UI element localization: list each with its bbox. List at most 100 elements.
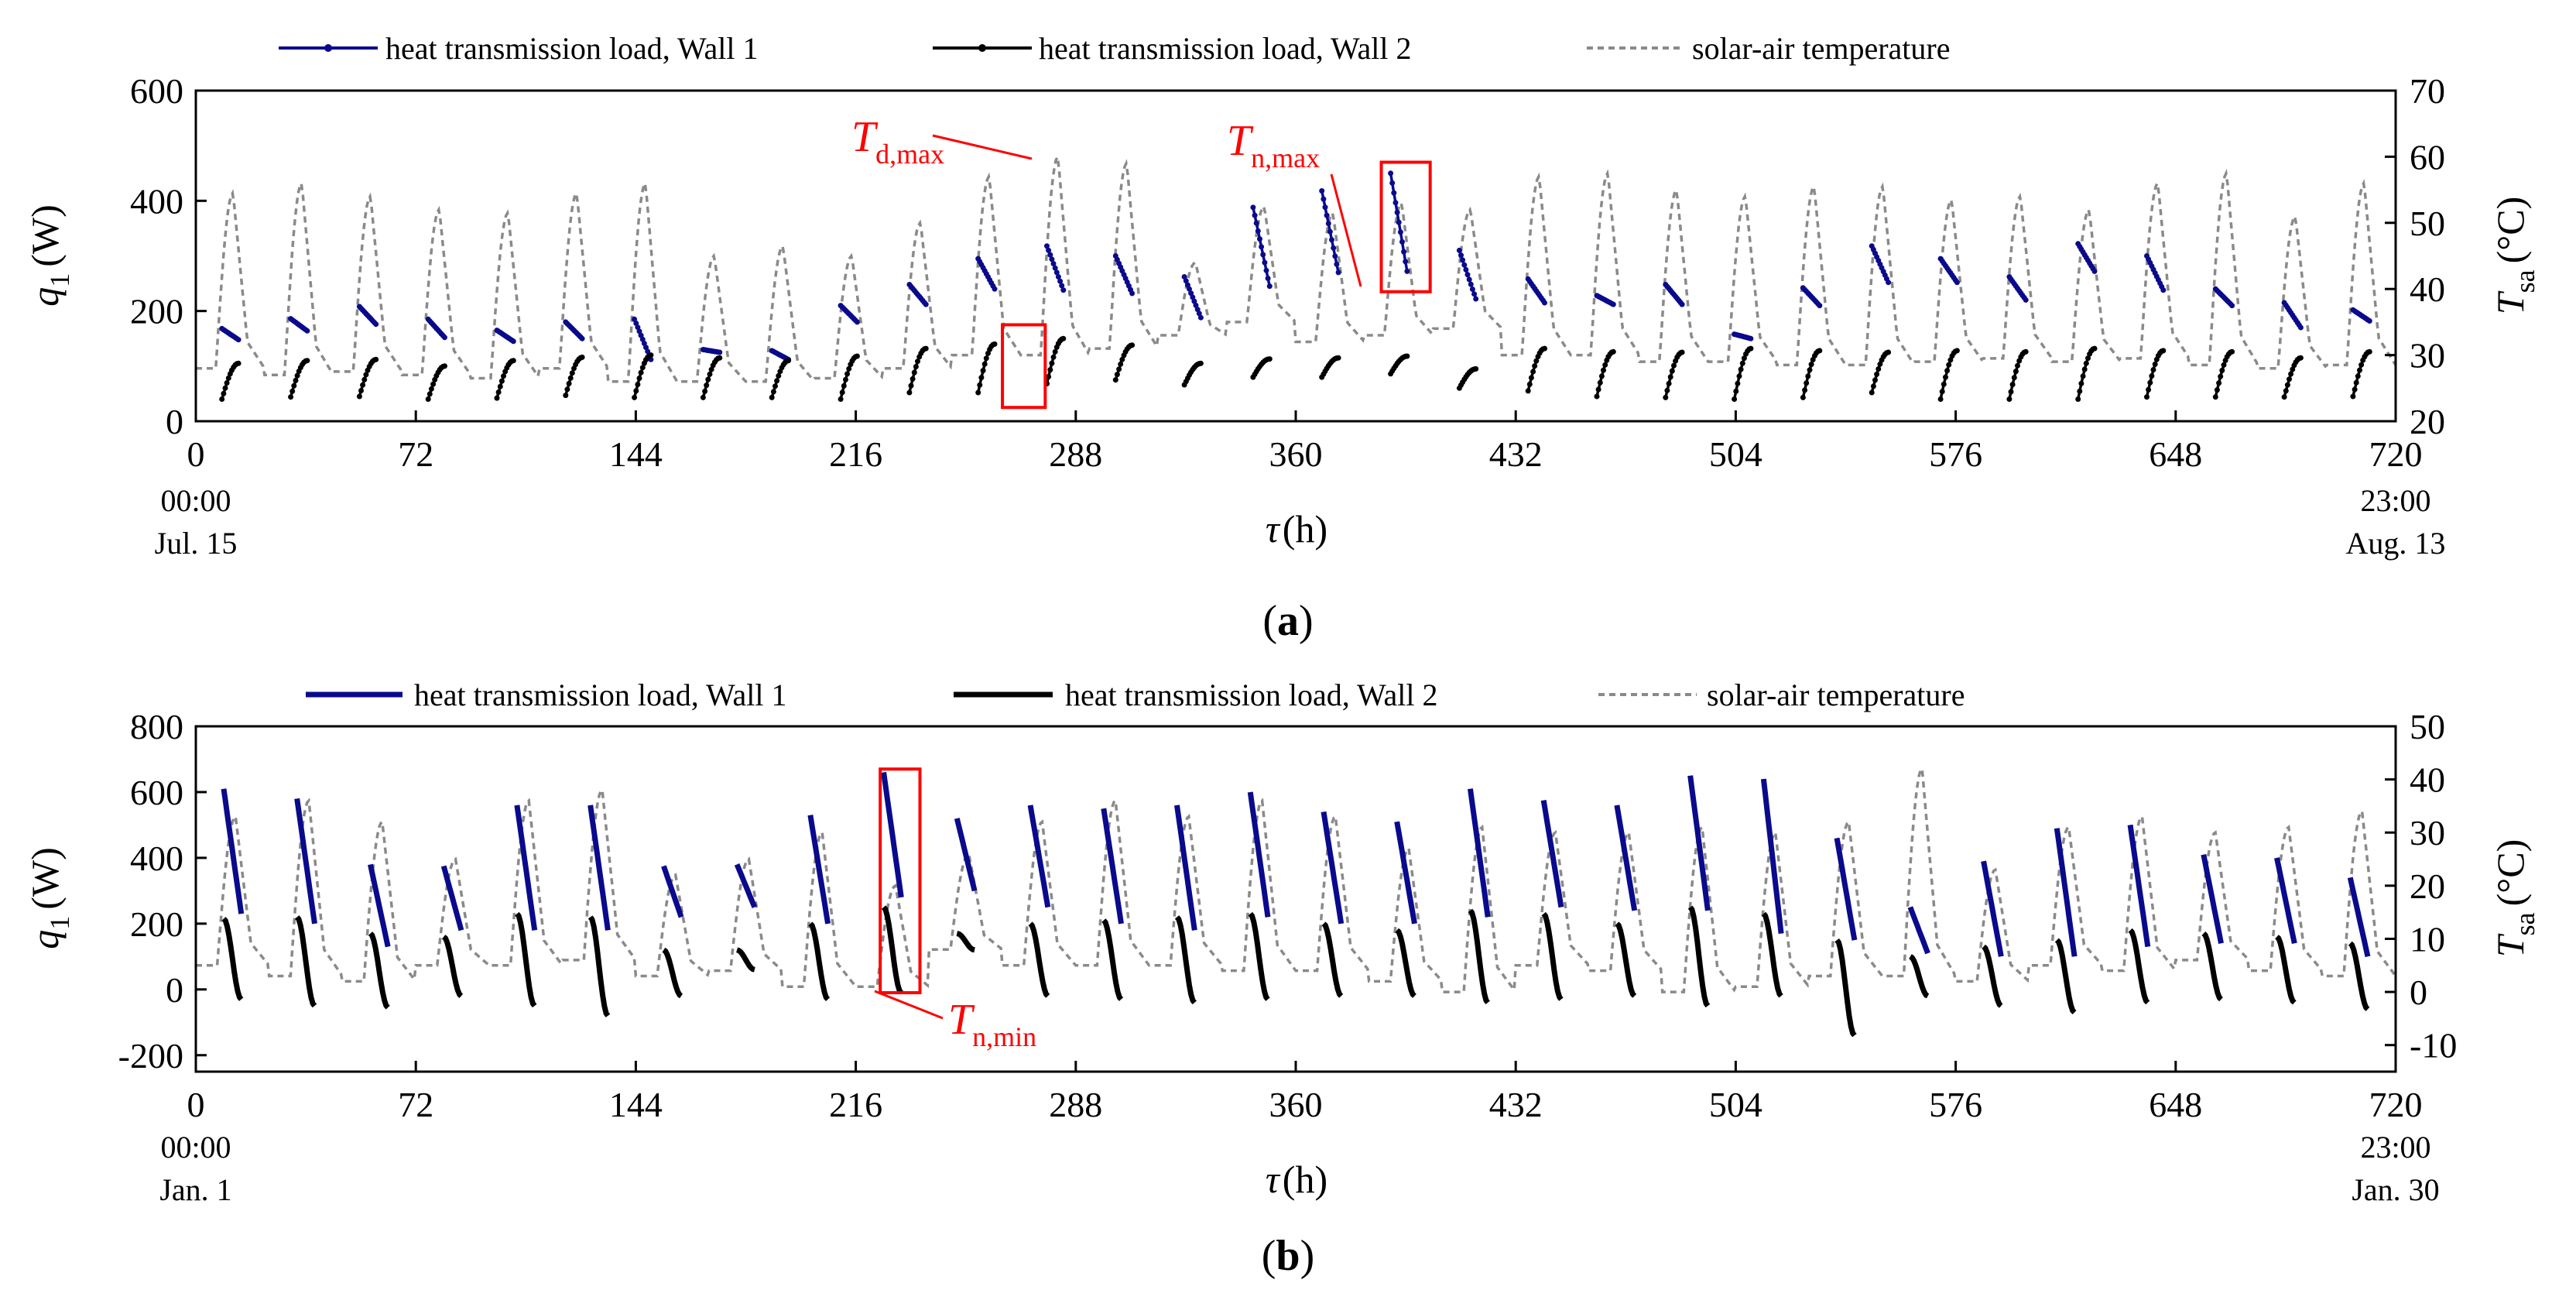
wall1-point-a-17-3	[1392, 200, 1399, 206]
wall2-point-a-20-10	[1610, 348, 1616, 355]
wall2-point-a-6-1	[633, 388, 639, 394]
wall2-segment-b-8	[808, 921, 831, 1002]
wall1-point-a-15-5	[1259, 244, 1265, 250]
wall2-point-a-30-0	[2281, 394, 2287, 400]
y-tick-label-b-4: 600	[130, 773, 183, 812]
wall2-point-a-2-3	[361, 376, 368, 383]
x-tick-label-a-3: 216	[829, 434, 882, 474]
x-tick-label-a-2: 144	[609, 434, 663, 474]
wall2-point-a-8-2	[772, 383, 778, 389]
y2-tick-label-b-2: 10	[2410, 919, 2445, 959]
highlight-boxes-b	[879, 767, 922, 995]
y-tick-label-b-2: 200	[130, 904, 183, 944]
wall2-point-a-31-0	[2350, 393, 2356, 400]
x-tick-label-b-10: 720	[2369, 1085, 2423, 1124]
wall1-segment-b-6	[661, 865, 684, 918]
wall1-point-a-14-0	[1181, 274, 1187, 280]
tsa-line-b	[196, 765, 2397, 994]
wall1-point-a-17-0	[1388, 170, 1394, 177]
wall2-point-a-1-1	[289, 388, 296, 394]
wall2-point-a-9-1	[839, 389, 845, 396]
wall1-point-a-7-10	[717, 349, 723, 355]
wall2-segment-b-17	[1468, 908, 1490, 1004]
wall1-point-a-15-0	[1250, 204, 1256, 211]
y2-tick-label-a-1: 30	[2410, 336, 2445, 376]
wall2-point-a-30-10	[2297, 355, 2304, 361]
wall1-segment-b-24	[1981, 860, 2004, 957]
wall2-segment-b-18	[1541, 911, 1564, 1001]
wall2-point-a-0-3	[224, 380, 230, 386]
wall2-point-a-22-5	[1739, 360, 1745, 366]
wall2-point-a-21-1	[1664, 387, 1670, 393]
wall2-point-a-12-10	[1060, 335, 1067, 341]
x-tick-label-b-6: 432	[1489, 1085, 1543, 1124]
wall1-point-a-15-3	[1255, 228, 1261, 234]
wall2-point-a-8-10	[786, 358, 792, 364]
wall2-point-a-13-3	[1118, 361, 1124, 367]
wall1-point-a-17-2	[1391, 190, 1397, 196]
y-tick-label-a-3: 600	[130, 71, 183, 111]
wall1-segment-b-5	[587, 805, 611, 931]
wall2-point-a-10-3	[911, 369, 917, 376]
wall1-point-a-16-3	[1324, 212, 1330, 218]
wall2-segment-b-16	[1395, 928, 1416, 998]
wall1-segment-b-9	[881, 772, 904, 898]
wall2-point-a-25-4	[1944, 368, 1951, 374]
wall2-point-a-4-10	[510, 358, 516, 364]
y-tick-label-a-2: 400	[130, 181, 183, 221]
wall2-point-a-3-1	[426, 391, 433, 397]
wall1-point-a-18-6	[1466, 276, 1472, 283]
wall2-point-a-12-5	[1052, 348, 1058, 355]
wall1-point-a-12-0	[1044, 243, 1050, 249]
highlight-box-b-0	[879, 767, 922, 995]
wall1-point-a-13-10	[1129, 290, 1136, 297]
x-tick-label-a-0: 0	[187, 434, 205, 474]
x-tick-label-b-4: 288	[1049, 1085, 1102, 1124]
wall2-point-a-21-5	[1671, 362, 1677, 369]
wall1-segment-b-28	[2274, 857, 2297, 945]
wall1-point-a-18-7	[1468, 281, 1474, 287]
wall1-point-a-16-2	[1322, 204, 1328, 211]
wall2-point-a-0-0	[219, 396, 225, 402]
wall2-point-a-3-10	[442, 363, 447, 369]
wall2-point-a-29-2	[2216, 380, 2222, 386]
wall2-segment-b-13	[1174, 915, 1197, 1005]
ticks-b: 0 72 144 216 288 360 432 504 576 648 720-200020040…	[118, 707, 2458, 1124]
wall2-series-b	[221, 905, 2370, 1038]
wall2-point-a-9-2	[841, 383, 847, 389]
y2-tick-label-a-5: 70	[2410, 71, 2445, 111]
wall1-point-a-16-10	[1335, 269, 1341, 276]
x-tick-label-a-7: 504	[1709, 434, 1762, 474]
wall2-point-a-22-0	[1732, 396, 1738, 402]
wall2-segment-b-19	[1615, 921, 1637, 998]
end-date-b: Jan. 30	[2352, 1172, 2439, 1207]
legend-a-tsa-label: solar-air temperature	[1692, 31, 1950, 66]
panel-b-chart: heat transmission load, Wall 1 heat tran…	[23, 678, 2540, 1280]
wall1-segment-b-14	[1247, 791, 1271, 918]
wall1-point-a-17-10	[1404, 268, 1410, 274]
wall2-point-a-9-4	[844, 371, 851, 377]
wall1-point-a-12-6	[1053, 269, 1060, 276]
wall1-point-a-12-4	[1050, 261, 1057, 266]
wall2-point-a-2-0	[356, 393, 362, 400]
wall1-point-a-15-6	[1260, 252, 1266, 258]
x-tick-label-b-2: 144	[609, 1085, 663, 1124]
wall2-point-a-7-4	[707, 371, 713, 377]
wall2-point-a-10-2	[909, 376, 916, 382]
wall2-point-a-22-1	[1733, 388, 1739, 394]
wall1-point-a-15-4	[1257, 236, 1262, 242]
wall2-point-a-6-4	[638, 369, 644, 376]
wall2-point-a-22-10	[1748, 345, 1754, 352]
wall2-series-a	[219, 335, 2372, 402]
y2-tick-label-a-0: 20	[2410, 402, 2445, 441]
wall1-point-a-18-2	[1460, 257, 1466, 263]
wall2-point-a-20-2	[1597, 379, 1603, 386]
wall2-point-a-11-10	[992, 341, 998, 347]
wall2-point-a-19-0	[1525, 388, 1531, 394]
wall2-point-a-9-5	[846, 365, 852, 372]
y-tick-label-b-5: 800	[130, 707, 183, 746]
wall2-segment-b-7	[736, 947, 755, 973]
wall2-segment-b-0	[221, 917, 244, 1001]
wall1-point-a-14-7	[1193, 302, 1199, 308]
